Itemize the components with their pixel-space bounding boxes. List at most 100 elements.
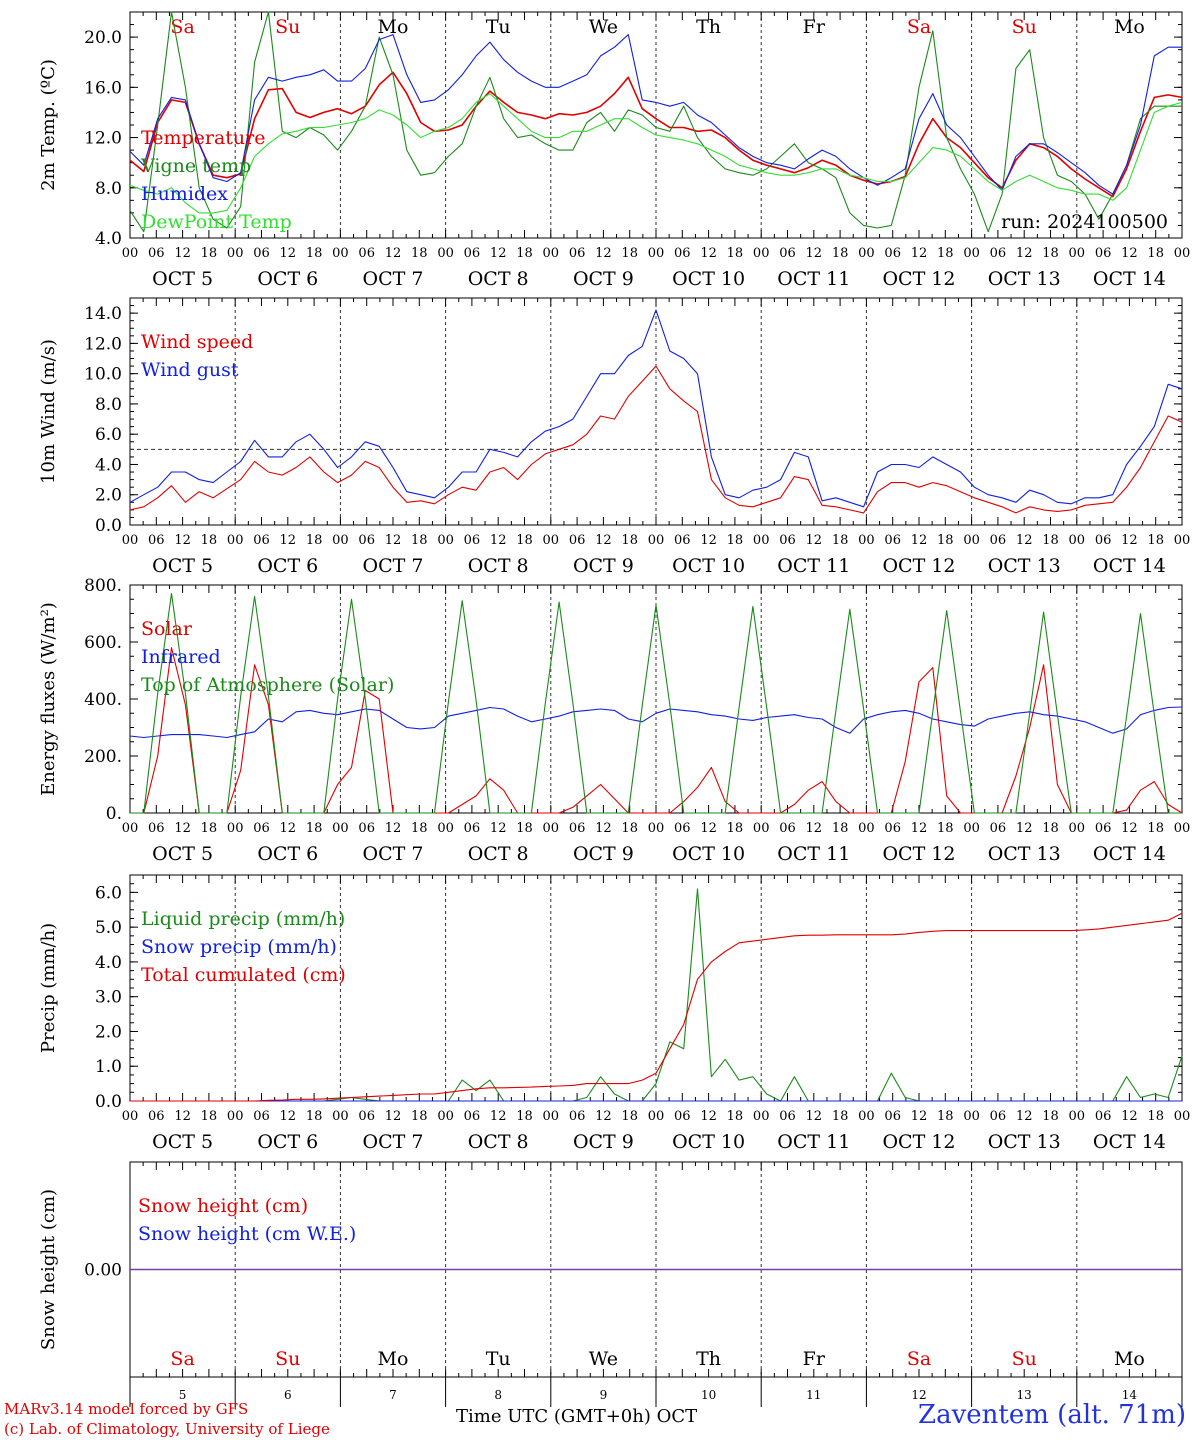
series-line-wind-speed: [129, 365, 1183, 514]
y-axis-label: 2m Temp. (ºC): [38, 59, 59, 191]
hour-tick-label: 06: [990, 821, 1007, 836]
date-label: OCT 5: [152, 843, 213, 865]
y-tick-label: 200.: [84, 747, 122, 767]
date-label: OCT 8: [468, 843, 529, 865]
hour-tick-label: 06: [569, 1109, 586, 1124]
hour-tick-label: 00: [227, 821, 244, 836]
hour-tick-label: 18: [937, 533, 954, 548]
hour-tick-label: 00: [963, 1109, 980, 1124]
hour-tick-label: 12: [174, 1109, 191, 1124]
hour-tick-label: 00: [858, 821, 875, 836]
legend-entry: DewPoint Temp: [141, 211, 292, 233]
hour-tick-label: 12: [385, 1109, 402, 1124]
hour-tick-label: 18: [832, 1109, 849, 1124]
y-axis-label: Energy fluxes (W/m²): [38, 602, 59, 796]
date-label: OCT 14: [1093, 268, 1166, 290]
hour-tick-label: 18: [411, 246, 428, 261]
hour-tick-label: 18: [621, 246, 638, 261]
date-label: OCT 14: [1093, 1131, 1166, 1153]
hour-tick-label: 00: [753, 1109, 770, 1124]
copyright-credit: (c) Lab. of Climatology, University of L…: [4, 1420, 330, 1438]
y-tick-label: 0.0: [95, 516, 122, 536]
hour-tick-label: 12: [385, 821, 402, 836]
hour-tick-label: 18: [1042, 1109, 1059, 1124]
hour-tick-label: 00: [332, 246, 349, 261]
hour-tick-label: 12: [700, 533, 717, 548]
legend-entry: Wind gust: [141, 359, 239, 381]
hour-tick-label: 00: [648, 821, 665, 836]
hour-tick-label: 00: [648, 246, 665, 261]
hour-tick-label: 18: [727, 1109, 744, 1124]
hour-tick-label: 18: [1147, 821, 1164, 836]
hour-tick-label: 00: [437, 533, 454, 548]
y-tick-label: 400.: [84, 690, 122, 710]
date-label: OCT 10: [672, 1131, 745, 1153]
y-tick-label: 6.0: [95, 883, 122, 903]
y-tick-label: 14.0: [84, 304, 122, 324]
hour-tick-label: 12: [911, 533, 928, 548]
hour-tick-label: 12: [1016, 533, 1033, 548]
hour-tick-label: 12: [595, 533, 612, 548]
y-tick-label: 0.00: [84, 1261, 122, 1281]
hour-tick-label: 06: [464, 533, 481, 548]
hour-tick-label: 06: [253, 246, 270, 261]
hour-tick-label: 18: [1042, 821, 1059, 836]
y-tick-label: 800.: [84, 576, 122, 596]
hour-tick-label: 06: [779, 246, 796, 261]
y-tick-label: 8.0: [95, 395, 122, 415]
hour-tick-label: 12: [1016, 821, 1033, 836]
weekday-label: We: [589, 1348, 618, 1370]
y-tick-label: 4.0: [95, 455, 122, 475]
weekday-label: Mo: [378, 1348, 409, 1370]
day-number-label: 12: [911, 1388, 926, 1402]
legend-entry: Vigne temp: [140, 155, 251, 177]
y-axis-label: 10m Wind (m/s): [38, 339, 59, 484]
day-number-label: 13: [1017, 1388, 1032, 1402]
hour-tick-label: 06: [674, 821, 691, 836]
y-tick-label: 16.0: [84, 78, 122, 98]
hour-tick-label: 00: [227, 1109, 244, 1124]
date-label: OCT 9: [573, 1131, 634, 1153]
hour-tick-label: 06: [884, 246, 901, 261]
model-credit: MARv3.14 model forced by GFS: [4, 1400, 249, 1418]
hour-tick-label: 00: [648, 1109, 665, 1124]
day-number-label: 14: [1122, 1388, 1138, 1402]
y-tick-label: 4.0: [95, 953, 122, 973]
y-tick-label: 0.0: [95, 1092, 122, 1112]
hour-tick-label: 18: [516, 533, 533, 548]
hour-tick-label: 00: [963, 533, 980, 548]
weekday-label: Th: [696, 1348, 721, 1370]
weekday-label: Su: [1012, 16, 1037, 38]
hour-tick-label: 00: [332, 821, 349, 836]
hour-tick-label: 06: [884, 1109, 901, 1124]
hour-tick-label: 12: [700, 246, 717, 261]
hour-tick-label: 12: [490, 533, 507, 548]
hour-tick-label: 12: [595, 821, 612, 836]
y-tick-label: 2.0: [95, 1022, 122, 1042]
hour-tick-label: 06: [148, 1109, 165, 1124]
hour-tick-label: 00: [858, 533, 875, 548]
hour-tick-label: 18: [1042, 533, 1059, 548]
hour-tick-label: 18: [727, 246, 744, 261]
y-tick-label: 2.0: [95, 486, 122, 506]
hour-tick-label: 00: [753, 821, 770, 836]
hour-tick-label: 06: [253, 533, 270, 548]
hour-tick-label: 06: [148, 246, 165, 261]
hour-tick-label: 12: [700, 821, 717, 836]
y-tick-label: 20.0: [84, 28, 122, 48]
hour-tick-label: 06: [1095, 821, 1112, 836]
legend-entry: Wind speed: [141, 331, 253, 353]
date-label: OCT 7: [363, 1131, 424, 1153]
hour-tick-label: 18: [1147, 1109, 1164, 1124]
date-label: OCT 11: [777, 1131, 850, 1153]
day-number-label: 6: [284, 1388, 292, 1402]
hour-tick-label: 06: [253, 821, 270, 836]
weekday-label: Su: [275, 16, 300, 38]
hour-tick-label: 00: [753, 533, 770, 548]
weekday-label: Fr: [803, 16, 826, 38]
hour-tick-label: 00: [543, 1109, 560, 1124]
hour-tick-label: 18: [306, 246, 323, 261]
date-label: OCT 11: [777, 555, 850, 577]
hour-tick-label: 18: [727, 533, 744, 548]
hour-tick-label: 18: [1147, 246, 1164, 261]
